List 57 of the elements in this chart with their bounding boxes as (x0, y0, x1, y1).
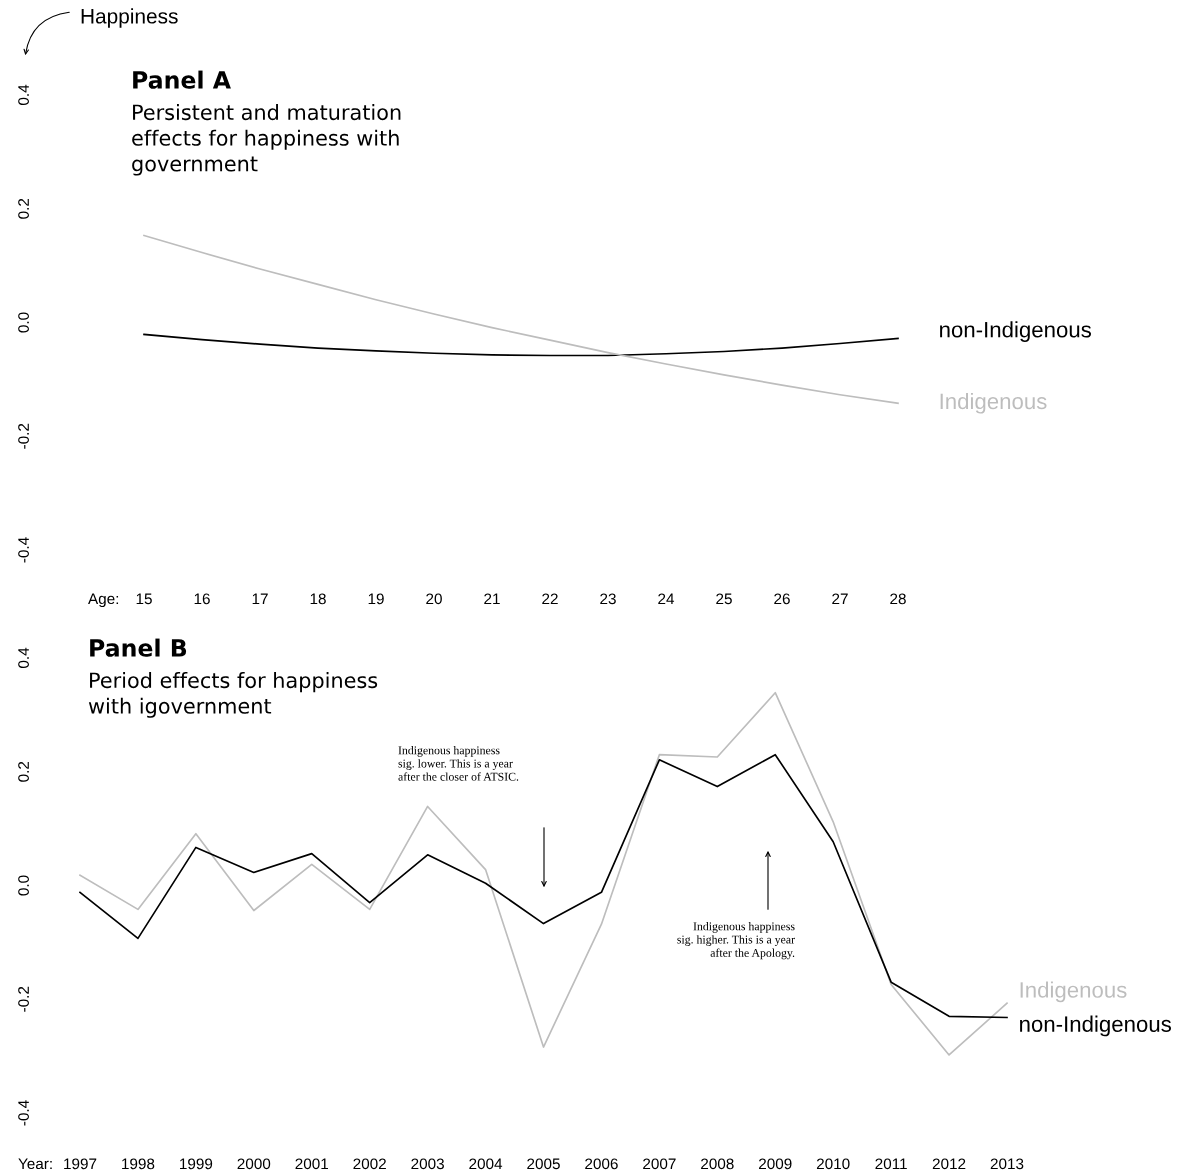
x-tick-label: 25 (716, 593, 732, 605)
y-tick-label: 0.4 (18, 84, 29, 106)
chart-title: Panel B (90, 638, 187, 657)
x-axis-title: Year: (18, 1158, 52, 1170)
x-tick-label: 2001 (295, 1158, 328, 1170)
y-tick-label: 0.0 (18, 312, 29, 333)
x-tick-label: 22 (542, 593, 558, 605)
x-axis-title: Age: (88, 593, 119, 608)
y-tick-label: 0.2 (18, 761, 29, 782)
x-tick-label: 18 (310, 593, 326, 605)
x-tick-label: 2006 (585, 1158, 618, 1170)
x-tick-label: 2011 (875, 1158, 907, 1170)
line-series (79, 691, 1008, 1056)
x-tick-label: 2008 (701, 1158, 734, 1170)
x-tick-label: 2012 (932, 1158, 966, 1170)
text: Persistent and maturation effects for happiness with government (132, 104, 401, 176)
x-tick-label: 16 (194, 593, 210, 605)
x-tick-label: 2000 (237, 1158, 271, 1170)
x-tick-label: 26 (774, 593, 790, 605)
x-tick-label: 1997 (64, 1158, 97, 1170)
y-tick-label: 0.2 (18, 198, 29, 219)
annotation: Indigenous happiness sig. lower. This is a year after the closer of ATSIC. (398, 746, 519, 781)
series-label: non-Indigenous (1020, 1015, 1171, 1037)
series-label: non-Indigenous (940, 321, 1092, 342)
x-tick-label: 19 (368, 593, 384, 605)
x-tick-label: 2010 (816, 1158, 850, 1170)
annotation: Indigenous happiness sig. higher. This is a year after the Apology. (677, 922, 795, 960)
line-series (143, 333, 899, 357)
x-tick-label: 2002 (353, 1158, 386, 1170)
x-tick-label: 23 (600, 593, 616, 605)
y-tick-label: -0.4 (18, 1100, 29, 1126)
chart-title: Panel A (133, 70, 231, 89)
x-tick-label: 2005 (527, 1158, 560, 1170)
y-tick-label: 0.0 (18, 875, 29, 896)
x-tick-label: 2013 (990, 1158, 1024, 1170)
x-tick-label: 2003 (411, 1158, 444, 1170)
x-tick-label: 2007 (643, 1158, 676, 1170)
y-axis-title: Happiness (81, 8, 178, 28)
x-tick-label: 1998 (122, 1158, 155, 1170)
x-tick-label: 15 (136, 593, 152, 605)
text: Period effects for happiness with igovernment (88, 672, 378, 718)
y-tick-label: 0.4 (18, 647, 29, 669)
x-tick-label: 20 (426, 593, 442, 605)
x-tick-label: 2009 (759, 1158, 792, 1170)
x-tick-label: 2004 (469, 1158, 503, 1170)
y-tick-label: -0.2 (18, 423, 29, 449)
series-label: Indigenous (940, 392, 1047, 414)
x-tick-label: 1999 (180, 1158, 213, 1170)
x-tick-label: 17 (252, 593, 268, 605)
x-tick-label: 24 (658, 593, 675, 605)
x-tick-label: 27 (832, 593, 848, 605)
series-label: Indigenous (1020, 981, 1127, 1003)
y-tick-label: -0.2 (18, 986, 29, 1012)
y-tick-label: -0.4 (18, 537, 29, 563)
line-series (143, 234, 899, 405)
x-tick-label: 28 (890, 593, 906, 605)
x-tick-label: 21 (484, 593, 500, 605)
